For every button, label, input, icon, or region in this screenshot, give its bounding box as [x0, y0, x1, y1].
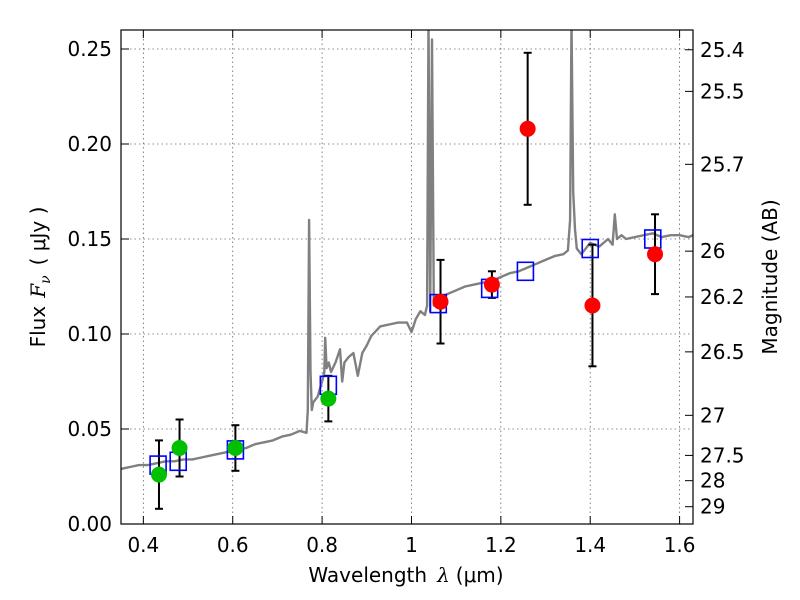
model-point — [581, 238, 600, 259]
x-tick-label: 1.2 — [485, 533, 517, 557]
y2-tick-label: 29 — [700, 495, 725, 519]
y-axis-label-subscript: ν — [38, 275, 54, 284]
y-axis-label-symbol: F — [26, 283, 50, 299]
x-axis-label-unit: (μm) — [456, 563, 504, 587]
data-series — [121, 30, 693, 510]
y2-tick-label: 28 — [700, 469, 725, 493]
y-tick-label: 0.20 — [67, 132, 112, 156]
y2-tick-label: 26.2 — [700, 285, 745, 309]
x-axis-label-symbol: λ — [436, 563, 450, 587]
x-axis-label: Wavelength λ (μm) — [308, 563, 503, 587]
x-tick-label: 0.8 — [306, 533, 338, 557]
data-point — [150, 466, 167, 483]
y2-tick-label: 25.4 — [700, 38, 745, 62]
y-tick-label: 0.25 — [67, 37, 112, 61]
x-tick-label: 1.4 — [574, 533, 606, 557]
model-point — [516, 261, 535, 282]
data-point — [584, 297, 601, 314]
y-axis-label: Flux Fν ( μJy ) — [26, 207, 54, 348]
y-axis-label-text: Flux — [26, 306, 50, 348]
y2-tick-label: 27 — [700, 403, 725, 427]
y2-tick-label: 26 — [700, 239, 725, 263]
data-point — [320, 390, 337, 407]
data-point — [647, 246, 664, 263]
y2-axis-label: Magnitude (AB) — [758, 199, 782, 354]
y2-tick-label: 26.5 — [700, 340, 745, 364]
data-point — [227, 440, 244, 456]
x-axis-label-text: Wavelength — [308, 563, 427, 587]
x-tick-label: 1.6 — [664, 533, 696, 557]
y-tick-label: 0.15 — [67, 227, 112, 251]
x-tick-label: 1 — [405, 533, 418, 557]
data-point — [483, 276, 500, 293]
plot-frame — [120, 29, 694, 525]
y2-tick-label: 27.5 — [700, 443, 745, 467]
x-tick-label: 0.4 — [127, 533, 159, 557]
data-point — [171, 440, 188, 456]
axis-ticks: 0.4 0.6 0.8 1 1.2 1.4 1.6 0.00 0.05 0.10 0.15 0.20 0… — [67, 30, 745, 557]
y2-tick-label: 25.5 — [700, 79, 745, 103]
spectrum-line — [121, 30, 693, 471]
data-point — [432, 293, 449, 310]
y-tick-label: 0.00 — [67, 512, 112, 536]
y2-tick-label: 25.7 — [700, 152, 745, 176]
x-tick-label: 0.6 — [217, 533, 249, 557]
y-tick-label: 0.05 — [67, 417, 112, 441]
y-axis-label-unit: ( μJy ) — [26, 207, 50, 266]
y-tick-label: 0.10 — [67, 322, 112, 346]
data-point — [519, 120, 536, 137]
